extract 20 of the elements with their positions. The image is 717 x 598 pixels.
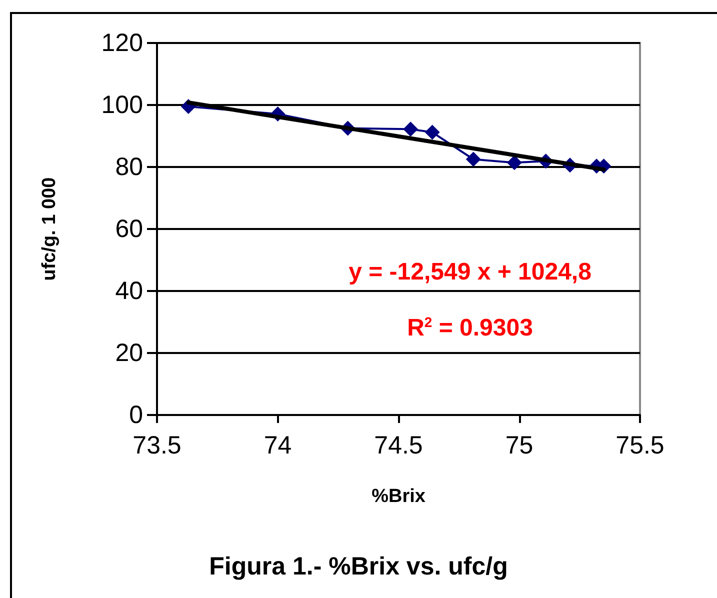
y-tick-label: 40: [115, 277, 143, 305]
x-tick-label: 74.5: [374, 432, 423, 460]
x-tick-label: 74: [264, 432, 292, 460]
y-tick-label: 100: [101, 91, 143, 119]
x-tick-label: 73.5: [132, 432, 182, 460]
point: [403, 122, 418, 137]
y-tick-label: 0: [129, 401, 143, 429]
y-tick-label: 120: [101, 29, 143, 57]
x-tick-label: 75.5: [616, 432, 664, 460]
point: [506, 155, 522, 170]
x-tick-label: 75: [505, 432, 534, 460]
point: [424, 124, 440, 140]
y-tick-label: 20: [115, 339, 143, 367]
x-axis-title: %Brix: [372, 486, 426, 507]
annotation: y = -12,549 x + 1024,8: [348, 258, 592, 286]
y-axis-title: ufc/g. 1 000: [39, 177, 60, 281]
text: Figura 1.- %Brix vs. ufc/g: [209, 552, 508, 580]
point: [466, 152, 481, 167]
y-tick-label: 80: [115, 153, 143, 181]
y-tick-label: 60: [115, 215, 143, 243]
